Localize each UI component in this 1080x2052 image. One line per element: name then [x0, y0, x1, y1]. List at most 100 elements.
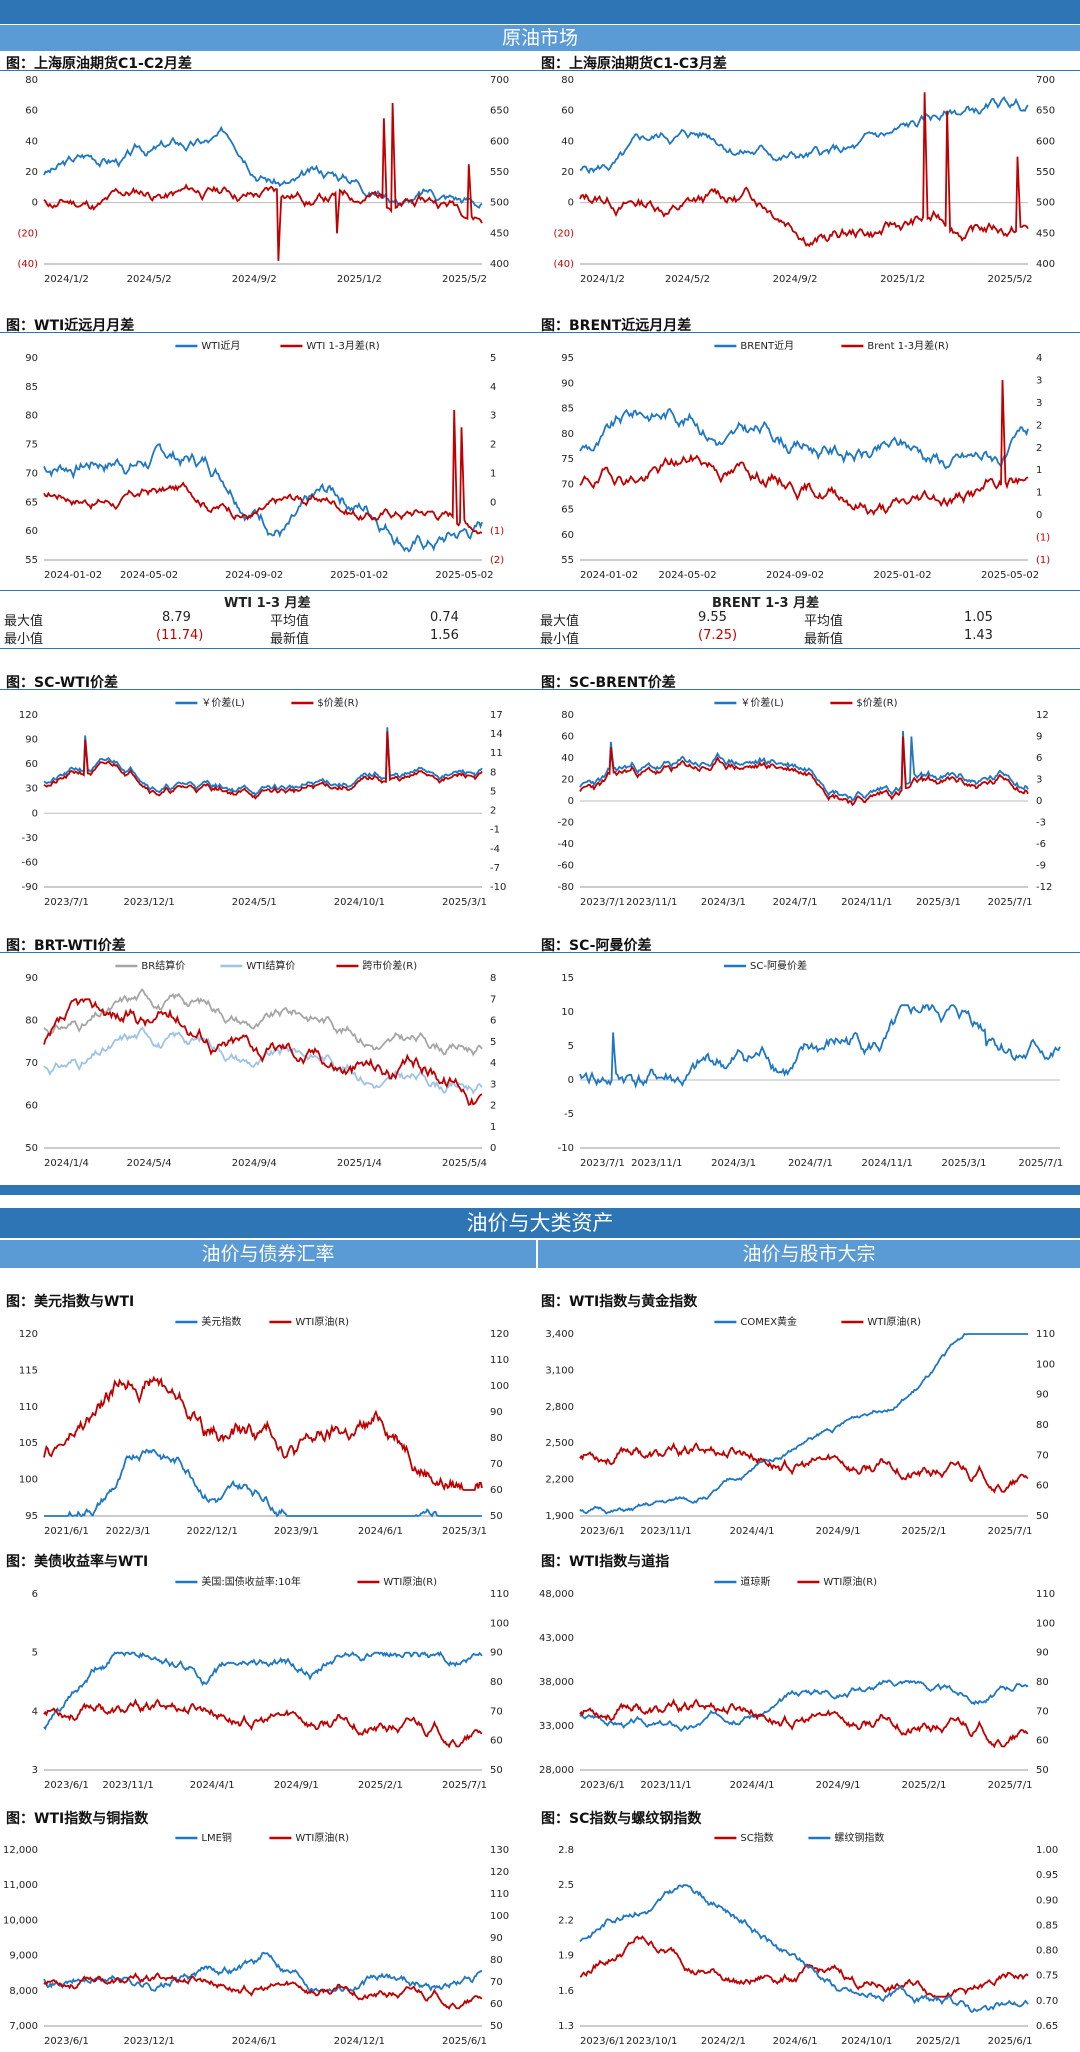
y2-tick-label: 60: [490, 1485, 503, 1496]
y2-tick-label: 70: [490, 1459, 503, 1470]
y2-tick-label: 100: [1036, 1618, 1055, 1629]
y-tick-label: 1,900: [545, 1511, 574, 1522]
chart-c1: 806040200(20)(40)70065060055050045040020…: [17, 75, 509, 285]
y2-tick-label: 500: [1036, 198, 1055, 209]
legend-label: 美元指数: [201, 1315, 241, 1328]
y-tick-label: 2.5: [558, 1880, 574, 1891]
y2-tick-label: 11: [490, 748, 503, 759]
chart-c8: 15 10 5 0 -5 -10 2023/7/1 2023/11/1 2024/3/1 2024…: [558, 959, 1064, 1169]
y2-tick-label: -6: [1036, 839, 1046, 850]
y2-tick-label: 0: [490, 1143, 496, 1154]
y-tick-label: 0: [568, 198, 574, 209]
y2-tick-label: 0: [1036, 510, 1042, 521]
y-tick-label: 80: [25, 411, 38, 422]
series-line: [43, 1972, 483, 2011]
y-tick-label: 40: [25, 136, 38, 147]
y-tick-label: 1.3: [558, 2021, 574, 2032]
y-tick-label: 2,800: [545, 1402, 574, 1413]
y-tick-label: 60: [25, 759, 38, 770]
x-tick-label: 2025/7/1: [988, 897, 1033, 908]
y-tick-label: (20): [17, 228, 38, 239]
legend-label: 道琼斯: [740, 1575, 770, 1588]
series-line: [43, 125, 483, 209]
y2-tick-label: 500: [490, 198, 509, 209]
y-tick-label: -60: [558, 861, 574, 872]
y2-tick-label: 90: [1036, 1390, 1049, 1401]
y2-tick-label: 100: [490, 1381, 509, 1392]
chart-title-c9: 图：美元指数与WTI: [6, 1294, 135, 1310]
x-tick-label: 2024-05-02: [120, 570, 178, 581]
x-tick-label: 2024/4/1: [730, 1526, 775, 1537]
series-line: [43, 727, 483, 797]
y-tick-label: 3,100: [545, 1365, 574, 1376]
series-line: [43, 1698, 483, 1749]
y2-tick-label: 90: [490, 1407, 503, 1418]
y-tick-label: (40): [553, 259, 574, 270]
y2-tick-label: 600: [490, 136, 509, 147]
x-tick-label: 2025/3/1: [442, 897, 487, 908]
series-line: [43, 998, 483, 1106]
y2-tick-label: 5: [490, 1037, 496, 1048]
x-tick-label: 2025/2/1: [916, 2036, 961, 2047]
y-tick-label: 33,000: [539, 1721, 574, 1732]
y2-tick-label: 110: [1036, 1329, 1055, 1340]
y2-tick-label: 0.65: [1036, 2021, 1058, 2032]
series-line: [579, 1003, 1061, 1089]
x-tick-label: 2024/5/2: [127, 274, 172, 285]
y2-tick-label: 70: [1036, 1706, 1049, 1717]
chart-c12: 48,000 43,000 38,000 33,000 28,000 110 100 90 80…: [539, 1575, 1055, 1791]
subheader-bonds-fx: 油价与债券汇率: [0, 1240, 536, 1268]
x-tick-label: 2024/9/2: [232, 274, 277, 285]
y2-tick-label: 80: [1036, 1677, 1049, 1688]
y2-tick-label: 1: [1036, 465, 1042, 476]
stats-title: BRENT 1-3 月差: [712, 596, 820, 611]
chart-c13: 12,000 11,000 10,000 9,000 8,000 7,000 130 120 1…: [3, 1831, 509, 2047]
series-line: [43, 102, 483, 261]
y2-tick-label: 2: [1036, 443, 1042, 454]
y-tick-label: 0: [32, 198, 38, 209]
divider: [0, 648, 1080, 649]
section-banner: [0, 1185, 1080, 1195]
y2-tick-label: 8: [490, 767, 496, 778]
x-tick-label: 2025/6/1: [988, 2036, 1033, 2047]
y2-tick-label: 1: [1036, 488, 1042, 499]
y2-tick-label: 5: [490, 353, 496, 364]
y-tick-label: 80: [25, 75, 38, 86]
chart-c10: 3,400 3,100 2,800 2,500 2,200 1,900 110 100 90 80…: [545, 1315, 1055, 1537]
x-tick-label: 2025/3/1: [442, 1526, 487, 1537]
y2-tick-label: 100: [490, 1911, 509, 1922]
x-tick-label: 2023/7/1: [580, 897, 625, 908]
y-tick-label: 50: [25, 1143, 38, 1154]
stats-label: 最新值: [804, 632, 844, 647]
x-tick-label: 2023/7/1: [44, 897, 89, 908]
y2-tick-label: 0.85: [1036, 1920, 1058, 1931]
divider: [0, 332, 1080, 333]
y2-tick-label: 70: [1036, 1450, 1049, 1461]
x-tick-label: 2024-09-02: [225, 570, 283, 581]
chart-c6: 80 60 40 20 0 -20 -40 -60 -80 12 9 6 3 0 -3 -6 -9 -12 2023…: [558, 696, 1053, 908]
y-tick-label: -40: [558, 839, 574, 850]
y2-tick-label: 110: [490, 1589, 509, 1600]
y2-tick-label: 50: [1036, 1765, 1049, 1776]
legend-label: BRENT近月: [740, 339, 794, 352]
y-tick-label: 2.2: [558, 1915, 574, 1926]
series-line: [43, 1951, 483, 1993]
x-tick-label: 2023/7/1: [580, 1158, 625, 1169]
divider: [0, 689, 1080, 690]
x-tick-label: 2023/11/1: [640, 1780, 691, 1791]
y2-tick-label: (2): [490, 555, 504, 566]
series-line: [579, 1935, 1029, 1999]
y2-tick-label: 8: [490, 973, 496, 984]
y2-tick-label: 60: [1036, 1481, 1049, 1492]
y2-tick-label: 7: [490, 994, 496, 1005]
x-tick-label: 2024/9/2: [773, 274, 818, 285]
y-tick-label: 60: [25, 1101, 38, 1112]
y-tick-label: 4: [32, 1706, 38, 1717]
y-tick-label: 80: [561, 75, 574, 86]
y2-tick-label: 4: [490, 382, 496, 393]
y2-tick-label: 1.00: [1036, 1845, 1058, 1856]
stats-title: WTI 1-3 月差: [224, 596, 311, 611]
stats-table-brent: BRENT 1-3 月差 最大值 9.55 平均值 1.05 最小值 (7.25…: [536, 590, 1076, 650]
y2-tick-label: 110: [490, 1889, 509, 1900]
y-tick-label: 120: [19, 710, 38, 721]
